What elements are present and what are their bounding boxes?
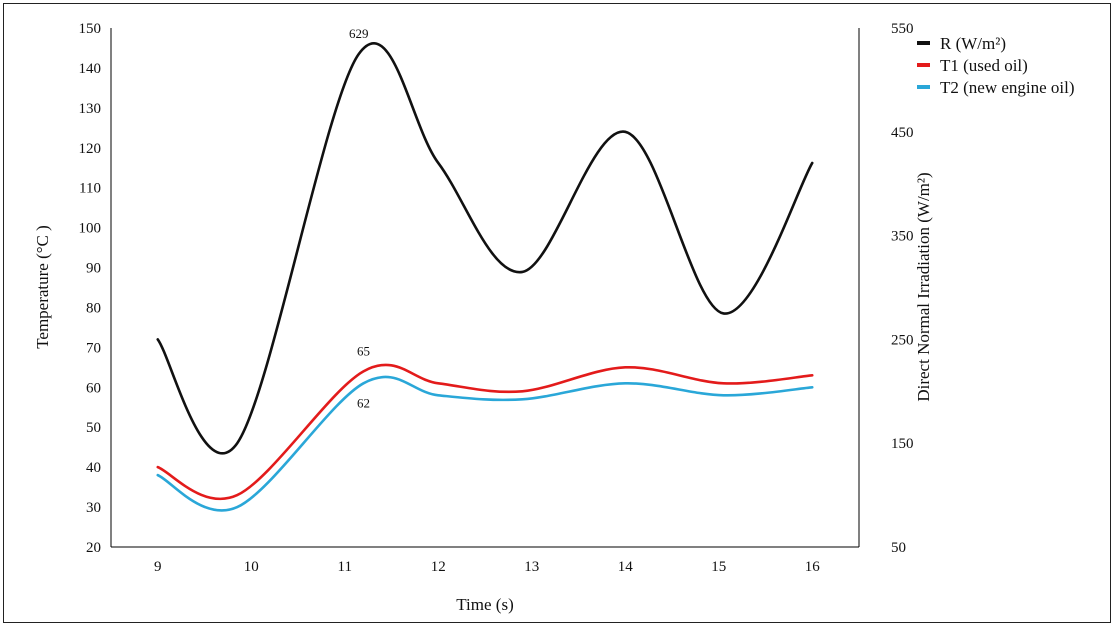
legend-swatch xyxy=(917,41,930,45)
left-tick-label: 70 xyxy=(86,340,101,356)
x-tick-label: 10 xyxy=(244,559,259,575)
left-tick-label: 140 xyxy=(79,61,102,77)
left-axis-title: Temperature (°C ) xyxy=(33,225,52,349)
legend-label: T1 (used oil) xyxy=(940,56,1028,75)
left-tick-label: 30 xyxy=(86,500,101,516)
legend-label: T2 (new engine oil) xyxy=(940,78,1075,97)
series-t1-used-oil-line xyxy=(156,363,814,501)
left-tick-label: 130 xyxy=(79,101,102,117)
legend-label: R (W/m²) xyxy=(940,34,1006,53)
left-tick-labels: 20 30 40 50 60 70 80 90 100 110 120 130 140 150 xyxy=(79,21,102,556)
x-tick-label: 16 xyxy=(805,559,821,575)
left-tick-label: 80 xyxy=(86,300,101,316)
data-label: 629 xyxy=(349,26,369,41)
series-r-irradiation-line xyxy=(156,42,814,455)
legend-item-r: R (W/m²) xyxy=(917,34,1006,53)
left-tick-label: 40 xyxy=(86,460,101,476)
left-tick-label: 90 xyxy=(86,261,101,277)
left-tick-label: 150 xyxy=(79,21,102,37)
legend-item-t1: T1 (used oil) xyxy=(917,56,1028,75)
annotation-layer: 629 65 62 xyxy=(349,26,370,410)
line-chart: 20 30 40 50 60 70 80 90 100 110 120 130 140 150 50 150… xyxy=(33,21,1075,614)
right-axis-title: Direct Normal Irradiation (W/m²) xyxy=(914,172,933,401)
series-layer xyxy=(156,42,814,512)
left-tick-label: 120 xyxy=(79,141,102,157)
right-tick-label: 50 xyxy=(891,540,906,556)
right-tick-label: 150 xyxy=(891,436,914,452)
right-tick-label: 450 xyxy=(891,125,914,141)
legend: R (W/m²) T1 (used oil) T2 (new engine oil) xyxy=(917,34,1075,97)
data-label: 62 xyxy=(357,395,370,410)
x-tick-label: 9 xyxy=(154,559,162,575)
left-tick-label: 20 xyxy=(86,540,101,556)
legend-item-t2: T2 (new engine oil) xyxy=(917,78,1075,97)
right-tick-label: 550 xyxy=(891,21,914,37)
right-tick-labels: 50 150 250 350 450 550 xyxy=(891,21,914,556)
legend-swatch xyxy=(917,63,930,67)
x-tick-label: 11 xyxy=(338,559,352,575)
x-tick-labels: 9 10 11 12 13 14 15 16 xyxy=(154,559,820,575)
series-t2-new-engine-oil-line xyxy=(156,375,814,512)
left-tick-label: 60 xyxy=(86,380,101,396)
left-tick-label: 50 xyxy=(86,420,101,436)
right-tick-label: 350 xyxy=(891,229,914,245)
x-tick-label: 13 xyxy=(524,559,539,575)
data-label: 65 xyxy=(357,343,370,358)
x-tick-label: 12 xyxy=(431,559,446,575)
chart-frame: 20 30 40 50 60 70 80 90 100 110 120 130 140 150 50 150… xyxy=(3,3,1111,623)
x-axis-title: Time (s) xyxy=(456,595,513,614)
legend-swatch xyxy=(917,85,930,89)
x-tick-label: 15 xyxy=(711,559,726,575)
left-tick-label: 110 xyxy=(79,181,101,197)
right-tick-label: 250 xyxy=(891,332,914,348)
left-tick-label: 100 xyxy=(79,221,102,237)
x-tick-label: 14 xyxy=(618,559,634,575)
